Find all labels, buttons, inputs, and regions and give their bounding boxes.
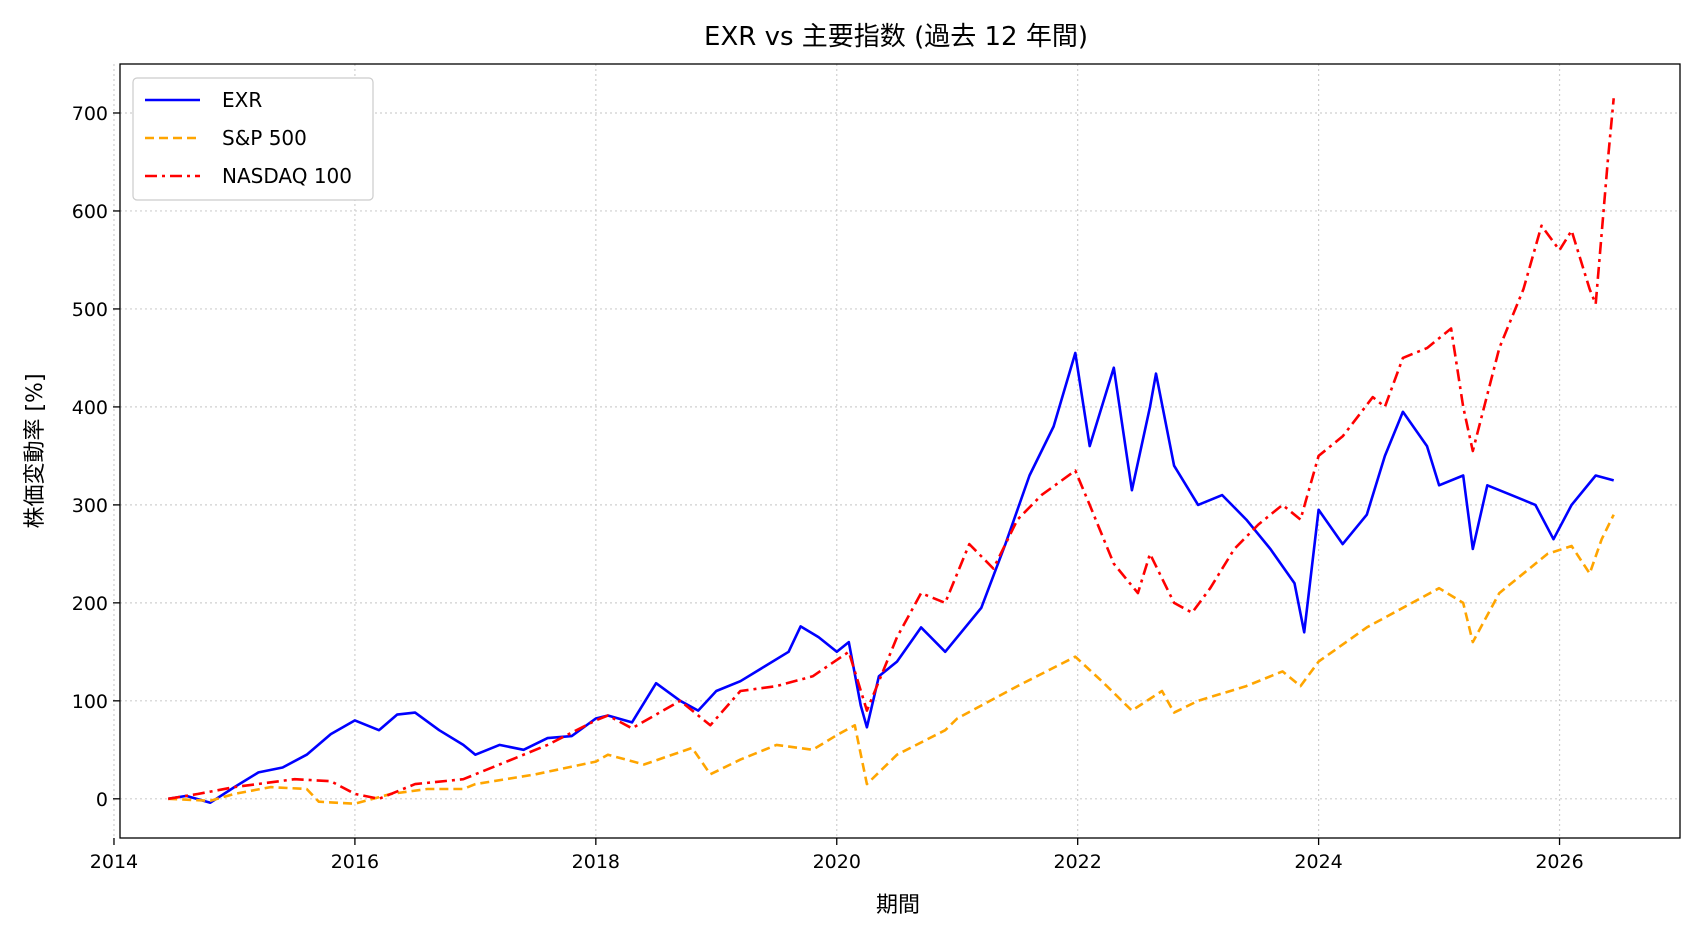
x-tick-label: 2014 — [90, 851, 138, 873]
legend-label: NASDAQ 100 — [222, 164, 352, 188]
series-layer — [167, 98, 1615, 805]
legend: EXR S&P 500 NASDAQ 100 — [132, 77, 374, 201]
legend-label: EXR — [222, 88, 262, 112]
legend-label: S&P 500 — [222, 126, 307, 150]
y-tick-label: 500 — [72, 299, 108, 321]
x-tick-label: 2024 — [1294, 851, 1342, 873]
x-tick-label: 2022 — [1054, 851, 1102, 873]
x-tick-label: 2026 — [1535, 851, 1583, 873]
series-line-exr — [167, 351, 1615, 804]
grid — [113, 64, 1680, 838]
x-tick-label: 2020 — [813, 851, 861, 873]
series-line-nasdaq-100 — [167, 98, 1615, 801]
y-tick-label: 200 — [72, 593, 108, 615]
y-axis-label: 株価変動率 [%] — [23, 373, 48, 528]
legend-box — [132, 77, 374, 201]
y-tick-label: 100 — [72, 691, 108, 713]
y-tick-label: 700 — [72, 103, 108, 125]
y-tick-label: 600 — [72, 201, 108, 223]
x-tick-label: 2018 — [572, 851, 620, 873]
x-axis-label: 期間 — [876, 893, 920, 918]
chart-title: EXR vs 主要指数 (過去 12 年間) — [704, 22, 1088, 52]
y-tick-label: 0 — [96, 789, 108, 811]
axis-ticks: 2014 2016 2018 2020 2022 2024 2026 0 100 200 300 40… — [72, 103, 1584, 873]
plot-frame — [119, 63, 1681, 839]
y-tick-label: 400 — [72, 397, 108, 419]
series-line-s-p-500 — [168, 514, 1615, 805]
x-tick-label: 2016 — [331, 851, 379, 873]
y-tick-label: 300 — [72, 495, 108, 517]
